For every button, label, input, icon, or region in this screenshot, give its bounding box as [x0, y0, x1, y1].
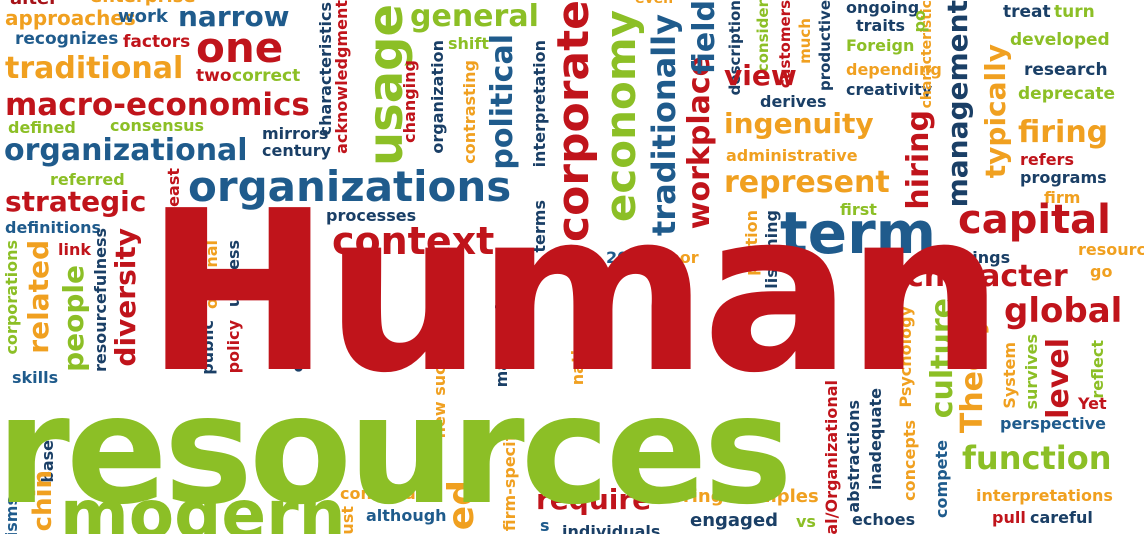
word-view: view — [724, 59, 797, 92]
word-interpretation: interpretation — [530, 40, 549, 168]
word-engaged: engaged — [690, 510, 779, 531]
word-century: century — [262, 141, 332, 160]
word-political: political — [485, 34, 520, 170]
word-referred: referred — [50, 170, 125, 189]
word-depending: depending — [846, 60, 942, 79]
word-general: general — [410, 0, 539, 34]
word-po: po — [910, 10, 929, 33]
word-ingenuity: ingenuity — [724, 107, 874, 140]
word-factors: factors — [123, 32, 191, 52]
word-turn: turn — [1054, 2, 1095, 22]
word-related: related — [22, 240, 55, 354]
word-contribute: contribute — [340, 484, 435, 503]
word-narrow: narrow — [178, 0, 290, 33]
word-compete: compete — [932, 440, 951, 518]
word-changing: changing — [400, 60, 419, 143]
word-alter: alter — [10, 0, 58, 8]
word-represent: represent — [724, 165, 890, 200]
word-corporations: corporations — [2, 240, 21, 355]
word-first: first — [840, 200, 877, 219]
word-organization: organization — [428, 40, 447, 154]
word-ongoing: ongoing — [846, 0, 920, 17]
word-echoes: echoes — [852, 510, 916, 529]
word-organizational: organizational — [4, 133, 248, 168]
word-even: even — [635, 0, 673, 6]
word-developed: developed — [1010, 30, 1110, 50]
word-people: people — [57, 265, 90, 372]
word-processes: processes — [326, 206, 417, 225]
word-resources-small: resources — [1078, 240, 1144, 259]
word-reflect: reflect — [1088, 340, 1107, 399]
word-diversity: diversity — [109, 228, 142, 367]
word-interpretations: interpretations — [976, 486, 1113, 505]
word-defined: defined — [8, 118, 76, 137]
word-labor: labor — [652, 248, 699, 267]
word-approaches: approaches — [5, 6, 136, 30]
word-shift: shift — [448, 34, 490, 53]
word-function: function — [962, 439, 1112, 477]
word-administrative: administrative — [726, 146, 858, 165]
word-macro-economics: macro-economics — [5, 87, 310, 123]
word-firing: firing — [1018, 115, 1109, 150]
word-require: require — [536, 483, 652, 516]
word-bring: bring — [670, 486, 724, 507]
word-derives: derives — [760, 92, 827, 111]
word-two: two — [196, 66, 232, 86]
word-individuals: individuals — [562, 522, 661, 534]
word-treat: treat — [1003, 2, 1051, 22]
word-refers: refers — [1020, 150, 1074, 169]
word-deprecate: deprecate — [1018, 84, 1115, 104]
word-mirrors: mirrors — [262, 124, 329, 143]
word-recognizes: recognizes — [15, 29, 119, 49]
word-correct: correct — [232, 66, 301, 86]
word-research: research — [1024, 60, 1108, 80]
word-creativity: creativity — [846, 80, 933, 99]
word-foreign: Foreign — [846, 36, 915, 55]
word-level: level — [1041, 338, 1076, 419]
word-strategic: strategic — [5, 185, 147, 218]
word-modern: modern — [60, 476, 346, 534]
word-field: field — [687, 0, 722, 75]
word-work: work — [118, 6, 168, 27]
word-survives: survives — [1022, 334, 1041, 410]
word-skills: skills — [12, 368, 59, 387]
word-20th: 20th — [606, 248, 648, 267]
word-go: go — [1090, 262, 1113, 281]
word-beings: beings — [950, 248, 1011, 267]
word-s: s — [540, 516, 550, 534]
word-contrasting: contrasting — [460, 60, 479, 164]
word-careful: careful — [1030, 508, 1093, 527]
word-system: System — [1000, 342, 1019, 409]
word-capital: capital — [958, 197, 1111, 243]
word-pull: pull — [992, 508, 1026, 527]
word-resourcefulness: resourcefulness — [91, 228, 110, 372]
word-enterprise: enterprise — [90, 0, 196, 6]
word-productive: productive — [816, 0, 834, 92]
word-traits: traits — [856, 16, 905, 35]
word-traditional: traditional — [5, 51, 184, 86]
word-programs: programs — [1020, 168, 1107, 187]
word-although: although — [366, 506, 447, 525]
word-concepts: concepts — [900, 420, 919, 501]
word-firm: firm — [1044, 188, 1081, 207]
headline-resources: resources — [0, 364, 793, 534]
word-typically: typically — [979, 44, 1012, 179]
word-global: global — [1004, 291, 1123, 331]
word-organizations: organizations — [188, 162, 512, 211]
word-character: character — [906, 259, 1068, 294]
word-examples: examples — [722, 486, 819, 507]
word-much: much — [796, 18, 814, 64]
word-consensus: consensus — [110, 116, 205, 135]
word-yet: Yet — [1078, 394, 1107, 413]
word-acknowledgment: acknowledgment — [332, 0, 351, 154]
word-term: term — [780, 199, 937, 267]
word-perspective: perspective — [1000, 414, 1106, 433]
headline-human: Human — [145, 164, 1004, 422]
word-one: one — [196, 23, 284, 72]
word-context: context — [332, 219, 495, 263]
word-link: link — [58, 240, 91, 259]
word-vs: vs — [796, 512, 816, 531]
word-definitions: definitions — [5, 218, 102, 237]
